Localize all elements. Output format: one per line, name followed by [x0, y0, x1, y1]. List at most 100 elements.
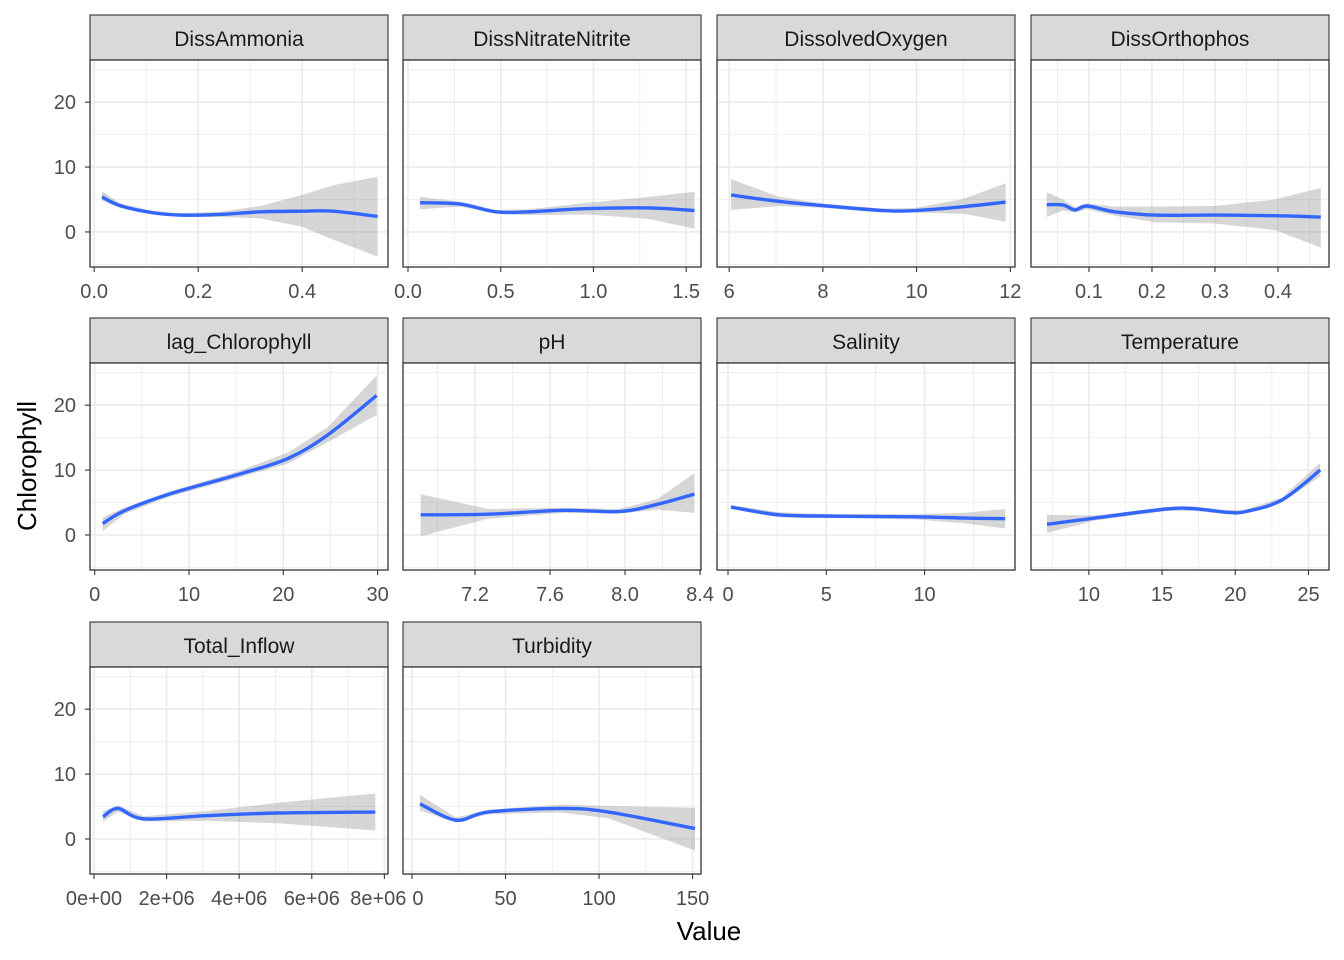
facet-dissorthophos: DissOrthophos 0.1 0.2 0.3 0.4: [1030, 14, 1330, 303]
smooth-line: [420, 201, 695, 215]
facet-strip-label: DissAmmonia: [174, 28, 304, 51]
panel-border: [716, 59, 1016, 268]
x-tick-label: 1.5: [672, 281, 700, 303]
smooth-line: [1046, 468, 1322, 526]
confidence-ribbon: [731, 179, 1006, 222]
panel-background: [90, 363, 388, 570]
facet-total-inflow: Total_Inflow 0e+00 2e+06 4e+06 6e+06 8e+06 0 10…: [54, 621, 406, 910]
x-tick-label: 8: [817, 281, 828, 303]
facet-salinity: Salinity 0 5 10: [716, 317, 1016, 606]
panel-border: [402, 59, 702, 268]
y-tick-label: 20: [54, 699, 76, 721]
x-tick-label: 4e+06: [211, 888, 267, 910]
x-tick-label: 7.2: [461, 584, 489, 606]
facet-strip: [402, 317, 702, 364]
panel-background: [717, 60, 1015, 267]
panel-plot-area: [90, 60, 388, 267]
facet-dissnitratenitrite: DissNitrateNitrite 0.0 0.5 1.0 1.5: [394, 14, 702, 303]
facet-strip-label: lag_Chlorophyll: [167, 331, 312, 354]
x-tick-label: 0.4: [288, 281, 316, 303]
x-tick-label: 0.3: [1201, 281, 1229, 303]
facet-strip: [716, 14, 1016, 61]
facet-strip-label: DissolvedOxygen: [784, 28, 947, 51]
facet-strip: [89, 317, 389, 364]
x-tick-label: 7.6: [536, 584, 564, 606]
x-tick-label: 0.0: [80, 281, 108, 303]
x-tick-label: 0.5: [487, 281, 515, 303]
facet-lag-chlorophyll: lag_Chlorophyll 0 10 20 30 0 10 20: [54, 317, 389, 606]
y-tick-label: 10: [54, 157, 76, 179]
panel-border: [89, 59, 389, 268]
facet-dissolvedoxygen: DissolvedOxygen 6 8 10 12: [716, 14, 1021, 303]
y-tick-label: 0: [65, 525, 76, 547]
x-tick-label: 6e+06: [284, 888, 340, 910]
facet-strip-label: Salinity: [832, 331, 900, 354]
x-tick-label: 0: [412, 888, 423, 910]
panel-border: [402, 666, 702, 875]
confidence-ribbon: [101, 176, 378, 257]
panel-background: [717, 363, 1015, 570]
x-tick-label: 0e+00: [66, 888, 122, 910]
facet-strip-label: Temperature: [1121, 331, 1239, 354]
panel-plot-area: [403, 667, 701, 874]
x-tick-label: 0.1: [1075, 281, 1103, 303]
x-tick-label: 12: [999, 281, 1021, 303]
y-tick-label: 10: [54, 460, 76, 482]
facet-dissammonia: DissAmmonia 0.0 0.2 0.4 0 10 20: [54, 14, 389, 303]
confidence-ribbon: [103, 793, 376, 831]
confidence-ribbon: [1046, 187, 1321, 248]
smooth-line: [730, 505, 1006, 521]
x-tick-label: 0.0: [394, 281, 422, 303]
panel-border: [716, 362, 1016, 571]
x-tick-label: 0.4: [1264, 281, 1292, 303]
x-tick-label: 1.0: [580, 281, 608, 303]
x-tick-label: 10: [905, 281, 927, 303]
x-tick-label: 150: [676, 888, 709, 910]
x-tick-label: 0.2: [1138, 281, 1166, 303]
x-tick-label: 2e+06: [139, 888, 195, 910]
facet-turbidity: Turbidity 0 50 100 150: [402, 621, 709, 910]
x-tick-label: 8.0: [611, 584, 639, 606]
x-tick-label: 30: [367, 584, 389, 606]
smooth-line: [1046, 202, 1321, 219]
smooth-line: [102, 806, 376, 821]
x-tick-label: 15: [1151, 584, 1173, 606]
facet-ph: pH 7.2 7.6 8.0 8.4: [402, 317, 714, 606]
panel-plot-area: [403, 363, 701, 570]
smooth-line: [730, 193, 1006, 213]
smooth-line: [420, 492, 695, 517]
facet-strip-label: DissNitrateNitrite: [473, 28, 631, 51]
x-tick-label: 6: [724, 281, 735, 303]
facet-strip: [89, 14, 389, 61]
panel-background: [1031, 363, 1329, 570]
panel-plot-area: [1031, 60, 1329, 267]
facets: DissAmmonia 0.0 0.2 0.4 0 10 20 DissNitrateNitr…: [54, 14, 1330, 910]
x-tick-label: 50: [494, 888, 516, 910]
panel-background: [403, 363, 701, 570]
panel-plot-area: [90, 667, 388, 874]
smooth-line: [419, 802, 696, 831]
confidence-ribbon: [420, 794, 696, 851]
panel-plot-area: [403, 60, 701, 267]
facet-strip: [1030, 317, 1330, 364]
x-tick-label: 0.2: [184, 281, 212, 303]
panel-background: [1031, 60, 1329, 267]
x-tick-label: 100: [582, 888, 615, 910]
x-tick-label: 20: [272, 584, 294, 606]
panel-plot-area: [717, 60, 1015, 267]
facet-strip-label: Total_Inflow: [184, 635, 296, 658]
x-axis-title: Value: [677, 916, 742, 946]
panel-plot-area: [90, 363, 388, 570]
x-tick-label: 0: [89, 584, 100, 606]
x-tick-label: 10: [1078, 584, 1100, 606]
facet-strip-label: Turbidity: [512, 635, 592, 658]
x-tick-label: 5: [821, 584, 832, 606]
y-tick-label: 0: [65, 829, 76, 851]
panel-plot-area: [717, 363, 1015, 570]
x-tick-label: 8e+06: [350, 888, 406, 910]
y-tick-label: 10: [54, 764, 76, 786]
panel-border: [402, 362, 702, 571]
facet-strip-label: DissOrthophos: [1111, 28, 1250, 51]
x-tick-label: 25: [1297, 584, 1319, 606]
